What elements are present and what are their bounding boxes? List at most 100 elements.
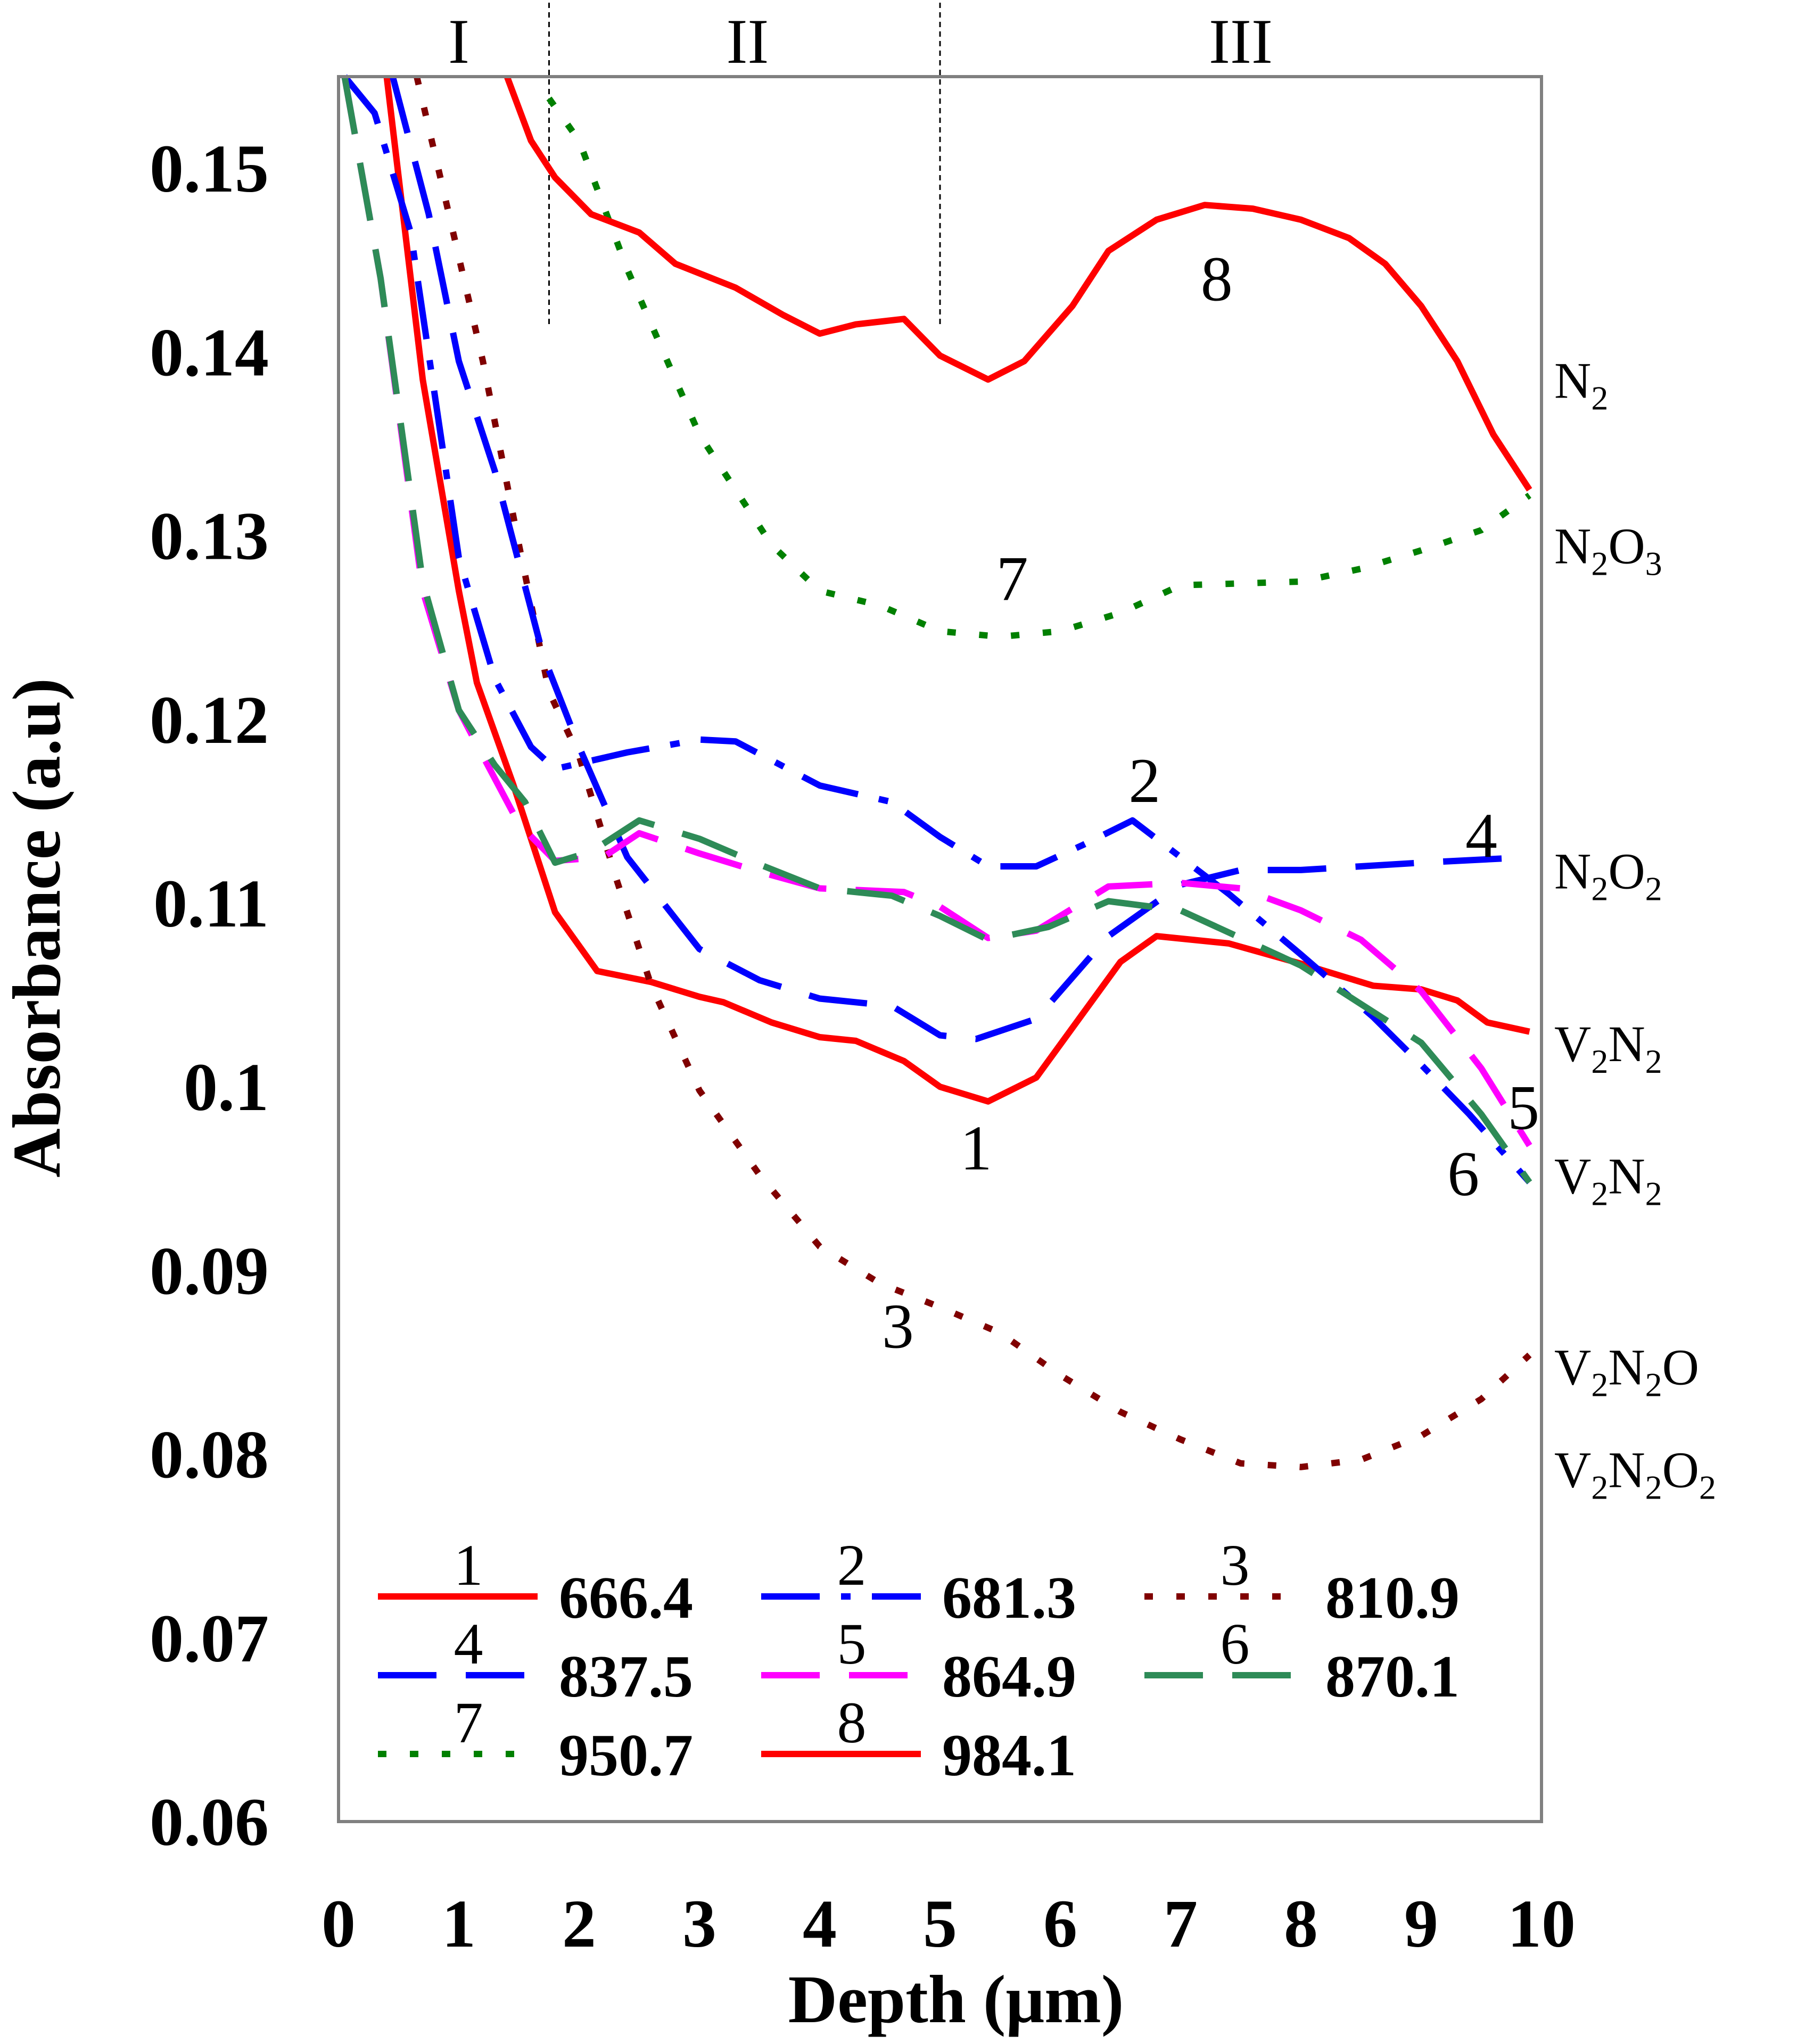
species-text: N (1608, 1015, 1645, 1072)
legend-number-3: 3 (1221, 1533, 1250, 1598)
species-subscript: 2 (1645, 1366, 1662, 1403)
species-label: N2O2 (1554, 842, 1662, 907)
species-subscript: 2 (1591, 1174, 1608, 1212)
species-subscript: 2 (1591, 1042, 1608, 1080)
species-text: O (1608, 842, 1645, 899)
y-tick-label: 0.13 (150, 499, 269, 574)
legend-label-6: 870.1 (1325, 1644, 1460, 1710)
species-subscript: 2 (1591, 379, 1608, 417)
legend-number-8: 8 (837, 1690, 867, 1755)
species-subscript: 2 (1591, 1366, 1608, 1403)
y-tick-label: 0.14 (150, 315, 269, 390)
series-line-2 (342, 74, 1532, 1185)
x-tick-label: 7 (1164, 1886, 1198, 1962)
y-tick-label: 0.07 (150, 1601, 269, 1676)
region-boundaries (548, 3, 941, 325)
x-tick-label: 9 (1404, 1886, 1438, 1962)
y-tick-label: 0.09 (150, 1233, 269, 1309)
y-tick-label: 0.11 (153, 866, 269, 941)
plot-frame (337, 75, 1543, 1823)
species-text: O (1608, 517, 1645, 574)
x-axis-title: Depth (μm) (788, 1962, 1124, 2037)
species-text: V (1554, 1147, 1591, 1204)
species-subscript: 2 (1699, 1469, 1716, 1507)
legend-label-1: 666.4 (559, 1565, 693, 1631)
species-subscript: 2 (1591, 544, 1608, 582)
species-subscript: 3 (1645, 544, 1662, 582)
y-axis-title: Absorbance (a.u) (0, 678, 75, 1178)
species-label: V2N2 (1554, 1147, 1662, 1212)
curve-number-7: 7 (996, 543, 1028, 614)
legend-number-2: 2 (837, 1533, 867, 1598)
y-tick-label: 0.12 (150, 682, 269, 758)
curve-number-1: 1 (960, 1113, 992, 1184)
x-tick-label: 0 (322, 1886, 356, 1962)
species-text: N (1608, 1338, 1645, 1395)
y-tick-label: 0.15 (150, 131, 269, 206)
curve-number-labels: 1 2 3 4 56 7 8 (882, 244, 1539, 1362)
legend-label-7: 950.7 (559, 1723, 693, 1789)
series-line-3 (414, 76, 1532, 1470)
species-text: O (1662, 1442, 1699, 1499)
species-text: V (1554, 1338, 1591, 1395)
legend-number-7: 7 (454, 1690, 483, 1755)
species-text: N (1608, 1147, 1645, 1204)
legend-number-4: 4 (454, 1611, 483, 1676)
curve-number-3: 3 (882, 1290, 914, 1361)
x-tick-label: 4 (803, 1886, 837, 1962)
species-text: O (1662, 1338, 1699, 1395)
region-label: I (448, 6, 469, 77)
curve-number-8: 8 (1201, 244, 1233, 315)
legend-label-2: 681.3 (942, 1565, 1076, 1631)
x-tick-label: 10 (1507, 1886, 1576, 1962)
species-label: N2O3 (1554, 517, 1662, 582)
species-text: N (1554, 842, 1591, 899)
region-label: III (1209, 6, 1273, 77)
species-label: N2 (1554, 352, 1608, 417)
species-label: V2N2O2 (1554, 1442, 1716, 1507)
legend-number-5: 5 (837, 1611, 867, 1676)
x-tick-label: 2 (562, 1886, 596, 1962)
series-line-4 (389, 76, 1530, 1042)
series-line-1 (383, 76, 1530, 1105)
legend-label-5: 864.9 (942, 1644, 1076, 1710)
x-tick-label: 5 (923, 1886, 957, 1962)
legend-number-6: 6 (1221, 1611, 1250, 1676)
curve-number-2: 2 (1128, 745, 1160, 816)
curve-number-6: 6 (1447, 1138, 1479, 1209)
x-tick-label: 1 (442, 1886, 476, 1962)
legend: 1 666.4 2 681.3 3 810.9 4 837.5 5 864.9 6 870.1 7 950… (378, 1533, 1460, 1789)
species-subscript: 2 (1645, 1469, 1662, 1507)
series-line-7 (546, 96, 1531, 640)
species-subscript: 2 (1591, 870, 1608, 907)
y-tick-label: 0.1 (184, 1049, 269, 1125)
species-subscript: 2 (1645, 1174, 1662, 1212)
species-text: V (1554, 1442, 1591, 1499)
species-label: V2N2O (1554, 1338, 1699, 1403)
x-axis-ticks: 0 1 2 3 4 5 6 7 8 9 10 (322, 1886, 1576, 1962)
legend-label-3: 810.9 (1325, 1565, 1460, 1631)
curve-number-5: 5 (1507, 1072, 1539, 1143)
series-line-6 (341, 76, 1532, 1185)
y-axis-ticks: 0.15 0.14 0.13 0.12 0.11 0.1 0.09 0.08 0.07 0.06 (150, 131, 269, 1860)
species-text: N (1554, 517, 1591, 574)
legend-label-4: 837.5 (559, 1644, 693, 1710)
region-label: II (726, 6, 769, 77)
series-line-8 (504, 75, 1532, 492)
species-subscript: 2 (1645, 870, 1662, 907)
species-subscript: 2 (1591, 1469, 1608, 1507)
y-tick-label: 0.08 (150, 1417, 269, 1493)
region-labels: I II III (448, 6, 1273, 77)
legend-number-1: 1 (454, 1533, 483, 1598)
x-tick-label: 3 (682, 1886, 716, 1962)
species-text: N (1608, 1442, 1645, 1499)
species-label: V2N2 (1554, 1015, 1662, 1080)
curve-number-4: 4 (1465, 800, 1497, 871)
y-tick-label: 0.06 (150, 1784, 269, 1860)
legend-label-8: 984.1 (942, 1723, 1076, 1789)
x-tick-label: 8 (1284, 1886, 1318, 1962)
series-curves (341, 74, 1532, 1470)
species-text: V (1554, 1015, 1591, 1072)
